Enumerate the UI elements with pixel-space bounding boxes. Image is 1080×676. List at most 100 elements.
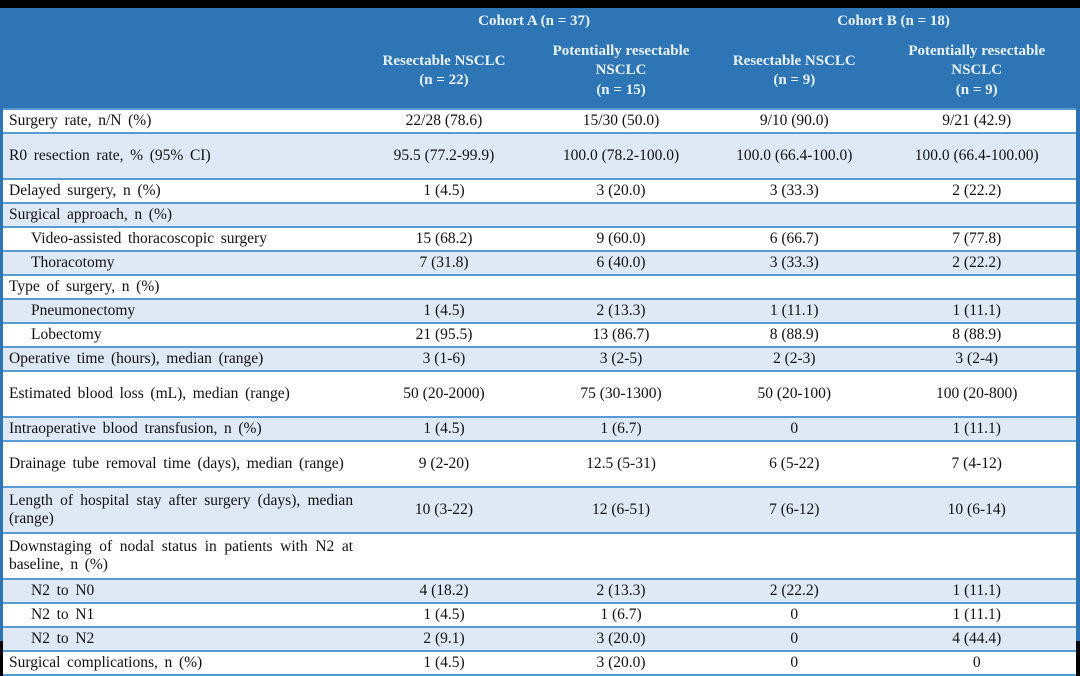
table-row: R0 resection rate, % (95% CI) 95.5 (77.2… [3,132,1076,180]
table-row: Length of hospital stay after surgery (d… [3,486,1076,534]
row-value: 7 (6-12) [711,486,878,534]
row-value: 0 [711,626,878,652]
row-value: 1 (6.7) [530,602,712,628]
row-label: Estimated blood loss (mL), median (range… [3,370,358,418]
table-row: Surgical complications, n (%) 1 (4.5) 3 … [3,650,1076,676]
row-value [711,202,878,228]
row-value: 1 (11.1) [877,578,1076,604]
column-n: (n = 9) [955,81,998,98]
row-value: 50 (20-2000) [357,370,531,418]
row-value: 22/28 (78.6) [357,108,531,134]
column-header-cohort-a-resectable: Resectable NSCLC (n = 22) [357,34,531,109]
row-label: Lobectomy [3,322,358,348]
column-name: Resectable NSCLC [732,52,856,69]
row-label: Drainage tube removal time (days), media… [3,440,358,488]
row-value: 1 (11.1) [877,416,1076,442]
row-value: 6 (66.7) [711,226,878,252]
row-label-column-header [3,8,358,109]
table-row: Drainage tube removal time (days), media… [3,440,1076,488]
row-label: Thoracotomy [3,250,358,276]
row-value: 3 (2-5) [530,346,712,372]
table-row: Operative time (hours), median (range) 3… [3,346,1076,372]
column-header-cohort-b-resectable: Resectable NSCLC (n = 9) [711,34,878,109]
row-value: 2 (9.1) [357,626,531,652]
table-row: Delayed surgery, n (%) 1 (4.5) 3 (20.0) … [3,178,1076,204]
row-value: 100.0 (66.4-100.0) [711,132,878,180]
row-value: 8 (88.9) [877,322,1076,348]
surgical-outcomes-table: Cohort A (n = 37) Cohort B (n = 18) Rese… [3,8,1076,676]
row-value: 0 [877,650,1076,676]
row-value: 0 [711,650,878,676]
row-value [711,274,878,300]
table-header: Cohort A (n = 37) Cohort B (n = 18) Rese… [3,8,1076,109]
row-value: 95.5 (77.2-99.9) [357,132,531,180]
row-value: 1 (4.5) [357,650,531,676]
row-value: 50 (20-100) [711,370,878,418]
table-row: Surgery rate, n/N (%) 22/28 (78.6) 15/30… [3,108,1076,134]
row-value: 7 (31.8) [357,250,531,276]
row-value: 3 (20.0) [530,178,712,204]
row-label: N2 to N2 [3,626,358,652]
table-row: Estimated blood loss (mL), median (range… [3,370,1076,418]
row-label: Delayed surgery, n (%) [3,178,358,204]
row-value: 0 [711,602,878,628]
table-row: Surgical approach, n (%) [3,202,1076,228]
row-value: 9/21 (42.9) [877,108,1076,134]
subgroup-header-row: Resectable NSCLC (n = 22) Potentially re… [3,34,1076,109]
row-label: Surgical approach, n (%) [3,202,358,228]
row-value: 2 (13.3) [530,578,712,604]
row-label: Downstaging of nodal status in patients … [3,532,358,580]
row-value: 4 (18.2) [357,578,531,604]
row-value: 12 (6-51) [530,486,712,534]
row-value [530,532,712,580]
cohort-a-header: Cohort A (n = 37) [357,8,712,34]
row-value: 100.0 (66.4-100.00) [877,132,1076,180]
table-row: Thoracotomy 7 (31.8) 6 (40.0) 3 (33.3) 2… [3,250,1076,276]
row-value: 1 (11.1) [877,298,1076,324]
table-body: Surgery rate, n/N (%) 22/28 (78.6) 15/30… [3,108,1076,676]
table-row: N2 to N2 2 (9.1) 3 (20.0) 0 4 (44.4) [3,626,1076,652]
row-value: 3 (20.0) [530,626,712,652]
row-value [357,532,531,580]
row-value: 75 (30-1300) [530,370,712,418]
row-value: 10 (3-22) [357,486,531,534]
table-row: Pneumonectomy 1 (4.5) 2 (13.3) 1 (11.1) … [3,298,1076,324]
table-row: N2 to N0 4 (18.2) 2 (13.3) 2 (22.2) 1 (1… [3,578,1076,604]
table-row: Downstaging of nodal status in patients … [3,532,1076,580]
row-value: 9/10 (90.0) [711,108,878,134]
row-label: Surgery rate, n/N (%) [3,108,358,134]
cohort-b-header: Cohort B (n = 18) [711,8,1076,34]
row-value: 2 (22.2) [877,178,1076,204]
row-value [357,202,531,228]
cohort-group-row: Cohort A (n = 37) Cohort B (n = 18) [3,8,1076,109]
row-value [530,202,712,228]
column-name: Potentially resectable NSCLC [552,42,690,79]
row-value: 3 (2-4) [877,346,1076,372]
row-value: 1 (4.5) [357,298,531,324]
table-row: Lobectomy 21 (95.5) 13 (86.7) 8 (88.9) 8… [3,322,1076,348]
row-label: Type of surgery, n (%) [3,274,358,300]
table-row: Type of surgery, n (%) [3,274,1076,300]
row-value [877,202,1076,228]
row-label: R0 resection rate, % (95% CI) [3,132,358,180]
surgical-outcomes-table-frame: Cohort A (n = 37) Cohort B (n = 18) Rese… [0,8,1080,676]
row-value [357,274,531,300]
table-row: Video-assisted thoracoscopic surgery 15 … [3,226,1076,252]
row-value [877,274,1076,300]
row-value: 13 (86.7) [530,322,712,348]
column-n: (n = 9) [773,72,816,88]
row-value [530,274,712,300]
row-value: 1 (6.7) [530,416,712,442]
row-label: Operative time (hours), median (range) [3,346,358,372]
column-name: Potentially resectable NSCLC [908,42,1046,79]
column-header-cohort-a-potentially-resectable: Potentially resectable NSCLC (n = 15) [530,34,712,109]
row-value: 15 (68.2) [357,226,531,252]
row-label: Surgical complications, n (%) [3,650,358,676]
row-label: Intraoperative blood transfusion, n (%) [3,416,358,442]
row-value: 1 (11.1) [877,602,1076,628]
column-n: (n = 15) [596,81,646,98]
row-value: 15/30 (50.0) [530,108,712,134]
column-name: Resectable NSCLC [382,52,506,69]
row-value: 7 (4-12) [877,440,1076,488]
row-value: 2 (22.2) [711,578,878,604]
